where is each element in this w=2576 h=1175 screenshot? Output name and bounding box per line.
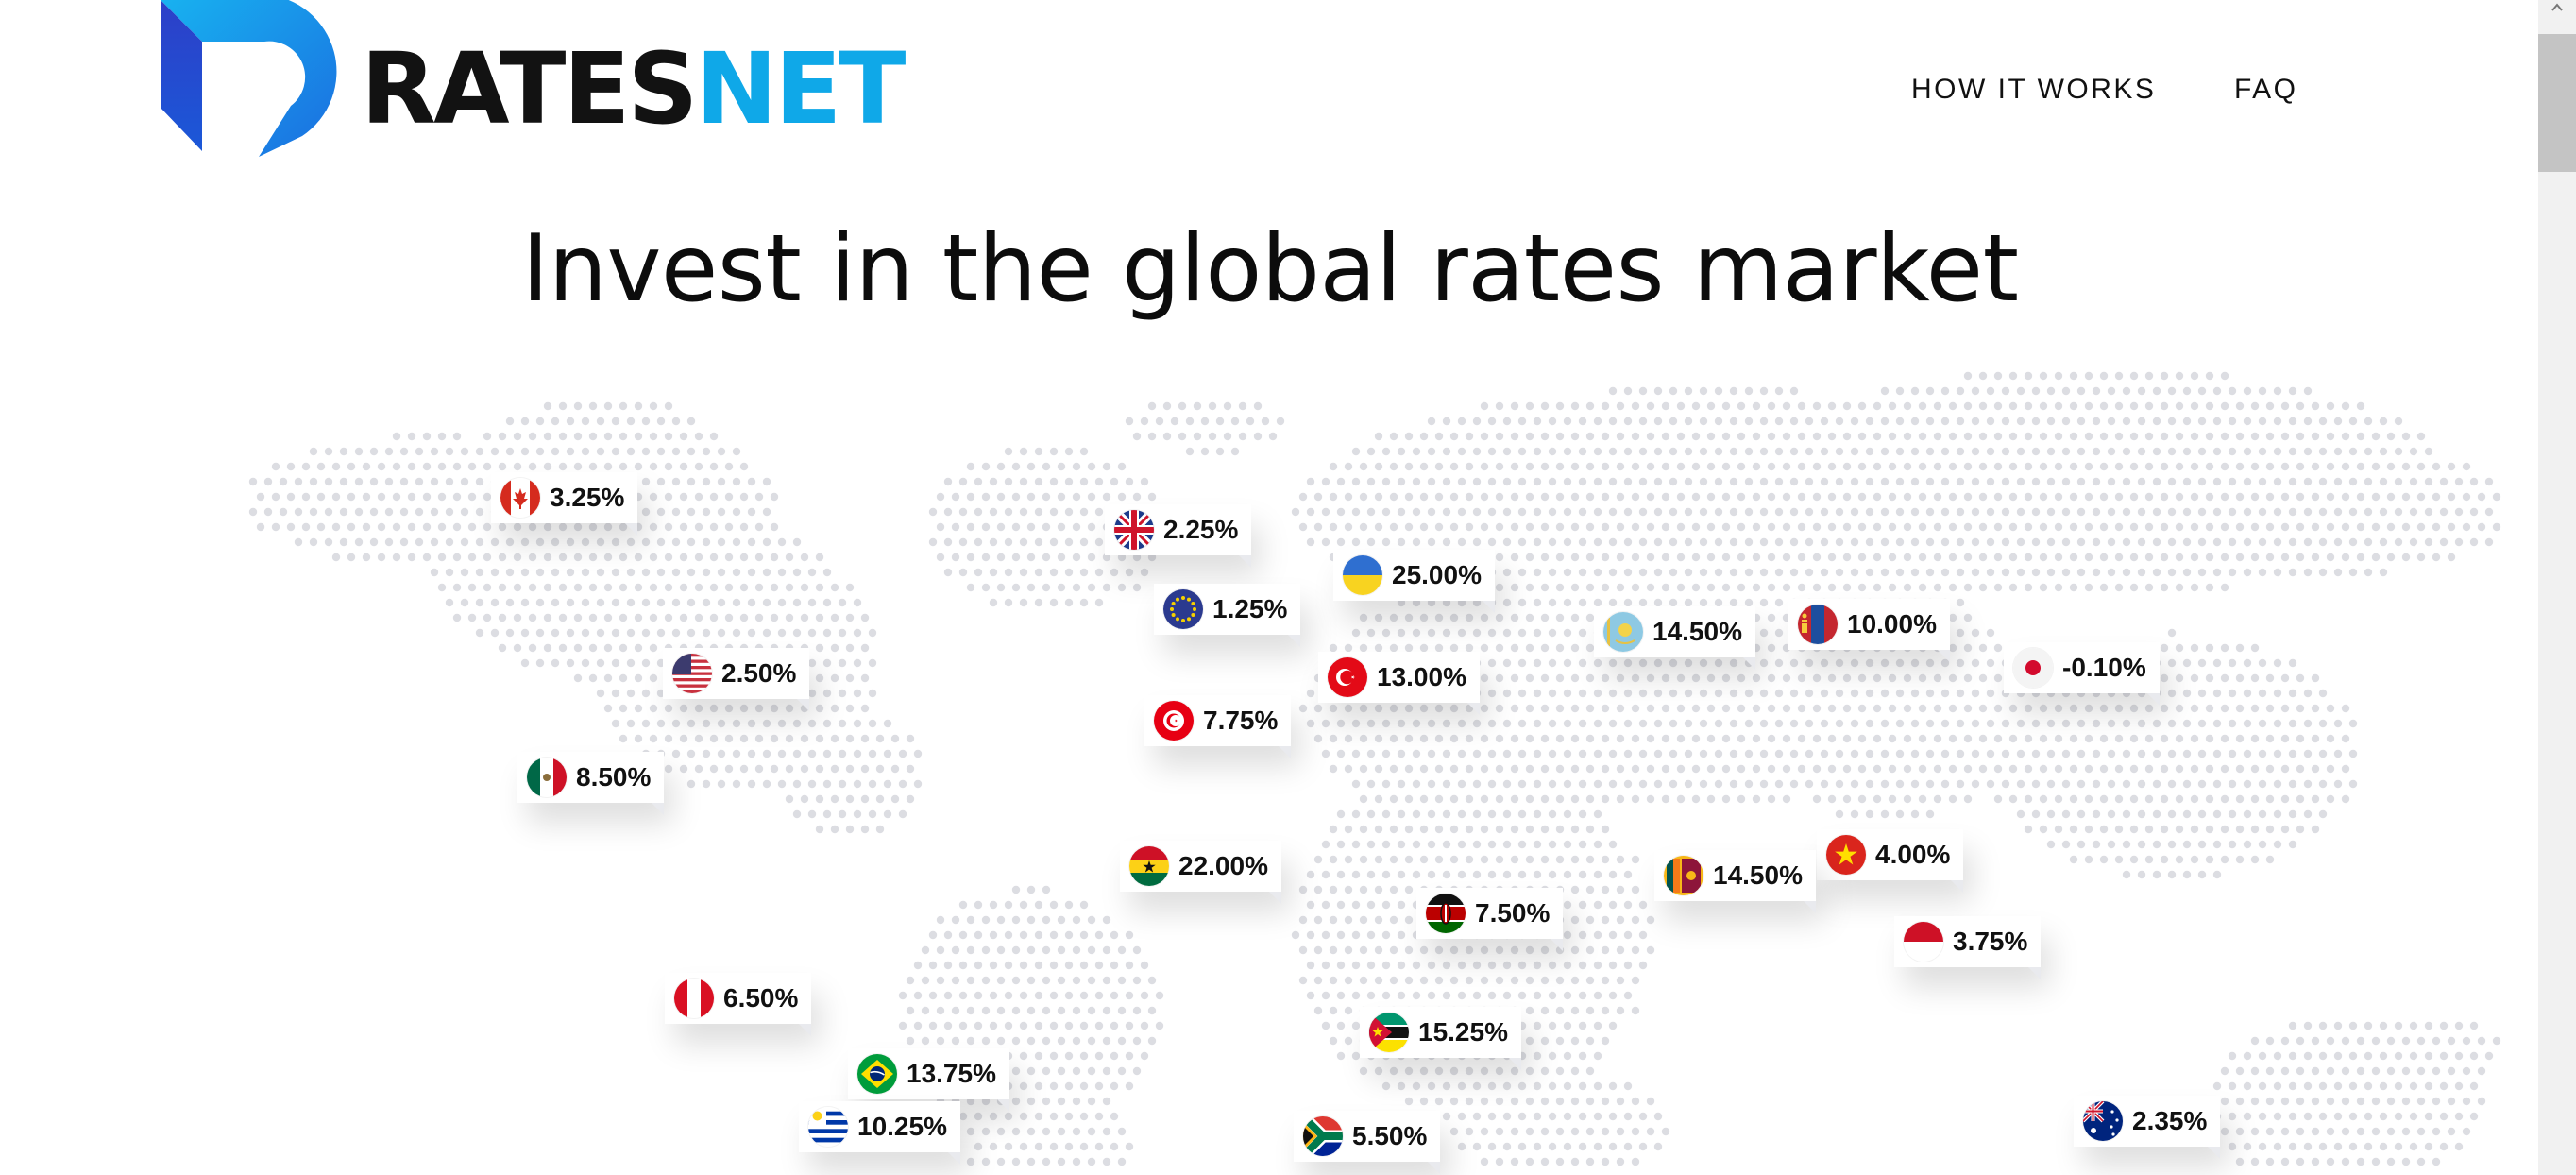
japan-flag-icon: [2013, 648, 2053, 688]
turkey-flag-icon: [1328, 657, 1367, 697]
kenya-flag-icon: [1426, 894, 1466, 933]
rate-tag-tunisia[interactable]: 7.75%: [1144, 695, 1292, 758]
mongolia-flag-icon: [1798, 605, 1838, 644]
rate-tag-canada[interactable]: 3.25%: [491, 472, 638, 536]
nav-how-it-works[interactable]: HOW IT WORKS: [1911, 74, 2157, 105]
rate-tag-vietnam[interactable]: 4.00%: [1817, 829, 1964, 893]
tunisia-flag-icon: [1154, 701, 1194, 741]
rate-value: -0.10%: [2062, 653, 2146, 682]
rate-tag-kazakhstan[interactable]: 14.50%: [1594, 606, 1755, 670]
scroll-up-arrow-icon[interactable]: [2550, 0, 2565, 15]
rate-value: 22.00%: [1178, 851, 1268, 880]
canada-flag-icon: [500, 478, 540, 518]
peru-flag-icon: [674, 979, 714, 1018]
uruguay-flag-icon: [808, 1107, 848, 1147]
rate-tag-indonesia[interactable]: 3.75%: [1894, 916, 2042, 979]
rate-value: 2.25%: [1163, 515, 1239, 544]
rate-value: 25.00%: [1392, 560, 1482, 589]
mexico-flag-icon: [527, 758, 567, 797]
rate-value: 2.50%: [721, 658, 797, 688]
page-title: Invest in the global rates market: [521, 215, 2020, 323]
rate-tag-united-states[interactable]: 2.50%: [663, 648, 810, 711]
rate-value: 6.50%: [723, 983, 799, 1013]
nav-faq[interactable]: FAQ: [2234, 74, 2298, 105]
rate-value: 7.75%: [1203, 706, 1279, 735]
rate-value: 10.25%: [857, 1112, 947, 1141]
indonesia-flag-icon: [1904, 922, 1943, 962]
rate-tag-european-union[interactable]: 1.25%: [1154, 584, 1301, 647]
united-states-flag-icon: [672, 654, 712, 693]
united-kingdom-flag-icon: [1114, 510, 1154, 550]
rate-value: 15.25%: [1418, 1017, 1508, 1047]
ukraine-flag-icon: [1343, 555, 1382, 595]
rate-value: 5.50%: [1352, 1121, 1428, 1150]
rate-tag-turkey[interactable]: 13.00%: [1318, 652, 1480, 715]
rate-tag-sri-lanka[interactable]: 14.50%: [1654, 850, 1816, 913]
rate-tag-uruguay[interactable]: 10.25%: [799, 1101, 960, 1165]
rate-tag-japan[interactable]: -0.10%: [2004, 642, 2160, 706]
rate-value: 14.50%: [1652, 617, 1742, 646]
rate-tag-mexico[interactable]: 8.50%: [517, 752, 665, 815]
world-map: [248, 371, 2501, 1166]
rate-tag-ghana[interactable]: 22.00%: [1120, 841, 1281, 904]
rate-tag-kenya[interactable]: 7.50%: [1416, 888, 1564, 951]
mozambique-flag-icon: [1369, 1013, 1409, 1052]
rate-value: 13.75%: [907, 1059, 996, 1088]
logo-mark-icon: [161, 0, 337, 157]
rate-value: 4.00%: [1875, 840, 1951, 869]
logo-text-rates: RATES: [361, 31, 698, 146]
scrollbar-track[interactable]: [2538, 0, 2576, 1175]
rate-tag-mozambique[interactable]: 15.25%: [1360, 1007, 1521, 1070]
rate-value: 3.75%: [1953, 927, 2028, 956]
rate-tag-mongolia[interactable]: 10.00%: [1788, 599, 1950, 662]
rate-value: 14.50%: [1713, 860, 1803, 890]
rate-value: 13.00%: [1377, 662, 1466, 691]
rate-value: 3.25%: [550, 483, 625, 512]
south-africa-flag-icon: [1303, 1116, 1343, 1156]
european-union-flag-icon: [1163, 589, 1203, 629]
rate-value: 2.35%: [2132, 1106, 2208, 1135]
ghana-flag-icon: [1129, 846, 1169, 886]
logo-text-net: NET: [695, 31, 906, 146]
rate-value: 10.00%: [1847, 609, 1937, 639]
logo-wordmark: RATESNET: [361, 40, 906, 138]
rate-tag-south-africa[interactable]: 5.50%: [1294, 1111, 1441, 1174]
rate-value: 7.50%: [1475, 898, 1551, 928]
scrollbar-thumb[interactable]: [2538, 34, 2576, 172]
rate-tag-ukraine[interactable]: 25.00%: [1333, 550, 1495, 613]
brazil-flag-icon: [857, 1054, 897, 1094]
sri-lanka-flag-icon: [1664, 856, 1703, 895]
rate-tag-australia[interactable]: 2.35%: [2074, 1096, 2221, 1159]
australia-flag-icon: [2083, 1101, 2123, 1141]
rate-tag-united-kingdom[interactable]: 2.25%: [1105, 504, 1252, 568]
rate-tag-brazil[interactable]: 13.75%: [848, 1048, 1009, 1112]
rate-value: 8.50%: [576, 762, 652, 792]
rate-value: 1.25%: [1212, 594, 1288, 623]
kazakhstan-flag-icon: [1603, 612, 1643, 652]
vietnam-flag-icon: [1826, 835, 1866, 875]
rate-tag-peru[interactable]: 6.50%: [665, 973, 812, 1036]
